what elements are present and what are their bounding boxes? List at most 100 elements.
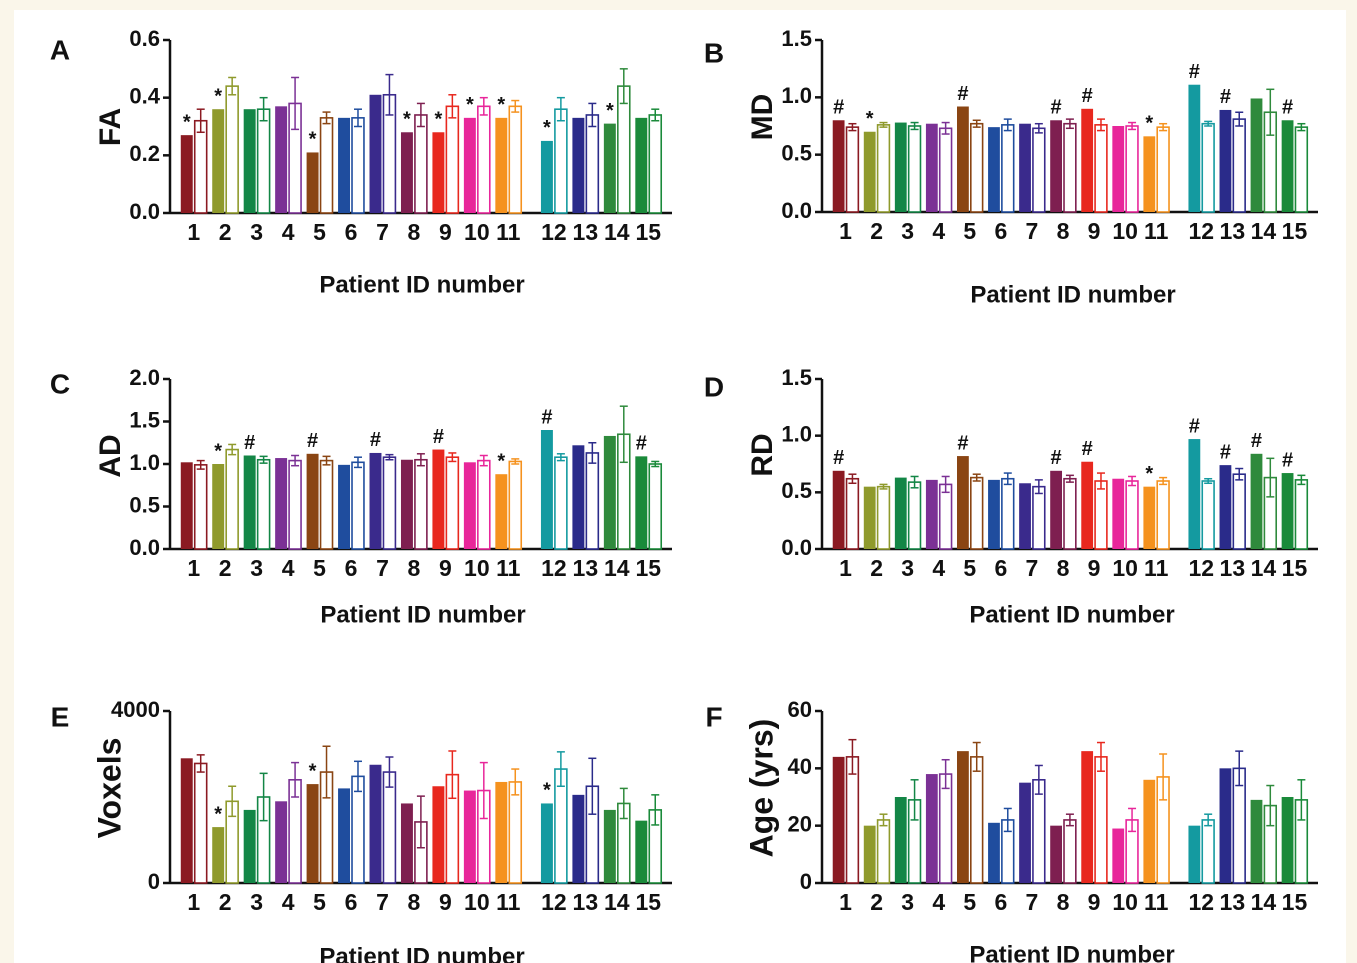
bar-open	[382, 456, 397, 550]
x-tick-label: 9	[1088, 889, 1101, 915]
bar-filled	[572, 794, 585, 883]
y-tick-label: 2.0	[129, 365, 160, 390]
x-tick-label: 9	[439, 889, 452, 915]
x-tick-label: 13	[573, 889, 599, 915]
bar-filled	[1112, 126, 1125, 212]
bar-open	[876, 485, 891, 550]
bar-open	[508, 105, 523, 214]
y-axis-label: Age (yrs)	[743, 719, 779, 858]
significance-marker: #	[1220, 441, 1231, 463]
bar-filled	[180, 135, 193, 213]
bar-filled	[1250, 453, 1263, 549]
bar-open	[477, 105, 491, 214]
bar-filled	[832, 470, 845, 549]
bar-filled	[540, 430, 553, 549]
bar-open	[445, 456, 460, 550]
x-tick-label: 14	[604, 219, 630, 245]
significance-marker: *	[466, 94, 474, 116]
bar-filled	[1143, 779, 1156, 883]
x-tick-label: 6	[994, 889, 1007, 915]
significance-marker: #	[307, 430, 318, 452]
x-tick-label: 8	[408, 219, 421, 245]
significance-marker: #	[1220, 86, 1231, 108]
x-tick-label: 7	[1026, 218, 1039, 244]
y-tick-label: 0.5	[781, 478, 812, 503]
x-axis-label: Patient ID number	[970, 281, 1175, 308]
bar-filled	[572, 117, 585, 213]
bar-filled	[603, 123, 616, 213]
bar-open	[256, 458, 271, 550]
bar-filled	[957, 106, 969, 212]
bar-filled	[894, 122, 907, 212]
x-tick-label: 9	[1088, 555, 1101, 581]
bar-open	[1201, 122, 1215, 213]
bar-filled	[432, 132, 445, 213]
y-tick-label: 1.0	[129, 450, 160, 475]
y-tick-label: 0	[800, 869, 812, 894]
x-tick-label: 3	[250, 889, 263, 915]
x-tick-label: 1	[839, 889, 852, 915]
significance-marker: *	[309, 760, 317, 782]
bar-filled	[1188, 825, 1201, 883]
bar-filled	[400, 803, 413, 883]
bar-filled	[1188, 84, 1201, 212]
bar-open	[1063, 477, 1077, 550]
bar-filled	[540, 803, 553, 883]
bar-filled	[275, 801, 288, 883]
bar-open	[585, 452, 600, 550]
bar-filled	[338, 464, 351, 549]
bar-filled	[572, 445, 585, 549]
bar-open	[319, 117, 334, 214]
x-tick-label: 15	[1282, 889, 1308, 915]
bar-open	[1232, 118, 1246, 213]
significance-marker: #	[1051, 97, 1062, 119]
bar-filled	[603, 435, 616, 549]
x-axis-label: Patient ID number	[969, 941, 1174, 963]
x-tick-label: 2	[870, 555, 883, 581]
x-tick-label: 11	[1144, 555, 1169, 581]
bar-open	[1001, 477, 1015, 550]
bar-filled	[635, 456, 648, 549]
bar-filled	[1112, 478, 1125, 549]
bar-open	[876, 124, 891, 213]
bar-open	[351, 461, 365, 550]
x-tick-label: 14	[1251, 555, 1277, 581]
significance-marker: *	[497, 450, 505, 472]
significance-marker: *	[866, 108, 874, 130]
significance-marker: #	[1082, 438, 1093, 460]
bar-filled	[925, 123, 938, 212]
significance-marker: *	[1145, 113, 1153, 135]
y-tick-label: 20	[788, 811, 812, 836]
x-tick-label: 1	[187, 555, 200, 581]
significance-marker: *	[214, 85, 222, 107]
bar-filled	[306, 152, 319, 213]
bar-open	[508, 460, 523, 550]
y-axis-label: RD	[746, 433, 779, 476]
x-tick-label: 11	[1144, 889, 1169, 915]
y-tick-label: 0.2	[129, 141, 160, 166]
bar-filled	[338, 788, 351, 883]
bar-filled	[212, 827, 225, 883]
panel-letter: C	[50, 368, 70, 399]
bar-open	[414, 114, 428, 214]
bar-open	[351, 775, 365, 884]
bar-filled	[1281, 120, 1294, 212]
bar-open	[907, 125, 922, 213]
bar-filled	[432, 786, 445, 883]
x-tick-label: 8	[1057, 218, 1070, 244]
bar-filled	[463, 117, 476, 213]
y-tick-label: 0.0	[129, 535, 160, 560]
x-tick-label: 4	[282, 219, 295, 245]
bar-filled	[1050, 825, 1063, 883]
x-tick-label: 10	[1112, 889, 1138, 915]
x-axis-label: Patient ID number	[319, 271, 524, 298]
bar-open	[193, 762, 208, 884]
bar-filled	[1219, 109, 1232, 212]
significance-marker: *	[435, 109, 443, 131]
bar-filled	[275, 458, 288, 549]
bar-filled	[1019, 123, 1031, 212]
significance-marker: #	[957, 432, 968, 454]
x-tick-label: 12	[541, 889, 567, 915]
bar-open	[1125, 125, 1139, 213]
y-tick-label: 1.5	[781, 26, 812, 51]
